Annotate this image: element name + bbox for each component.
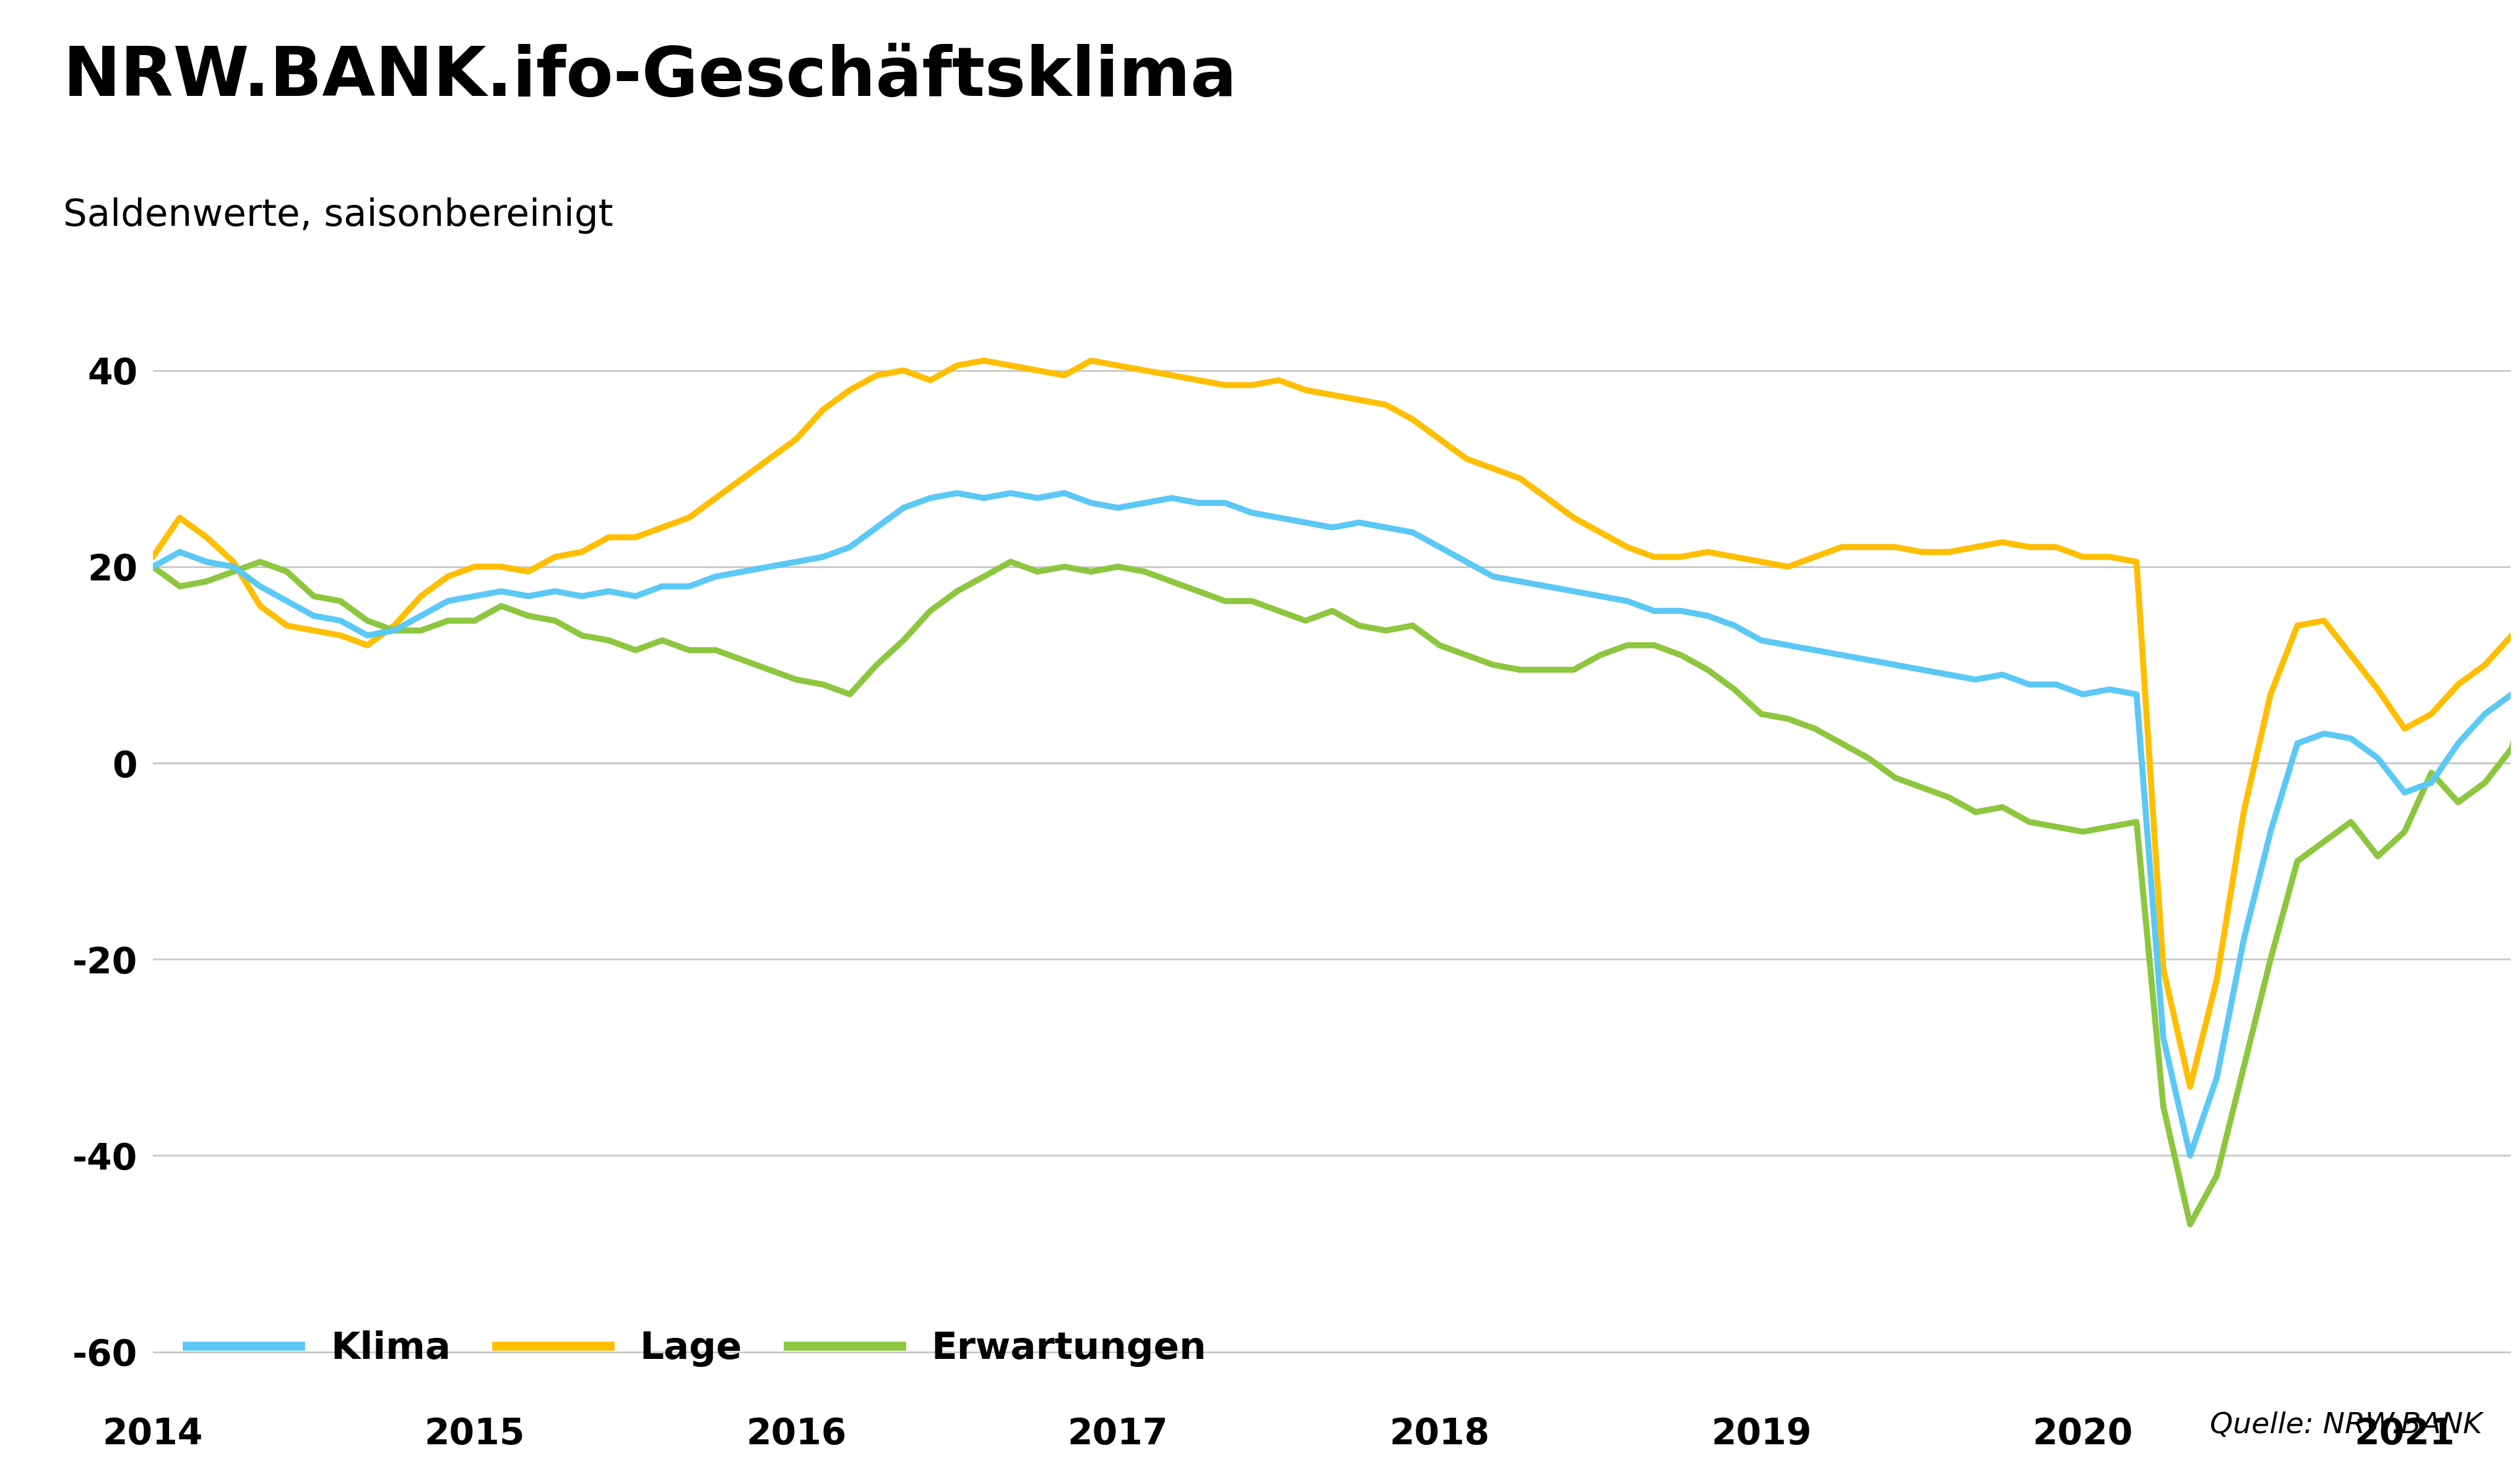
Text: Saldenwerte, saisonbereinigt: Saldenwerte, saisonbereinigt (63, 197, 612, 234)
Text: NRW.BANK.ifo-Geschäftsklima: NRW.BANK.ifo-Geschäftsklima (63, 44, 1237, 110)
Text: Quelle: NRW.BANK: Quelle: NRW.BANK (2210, 1411, 2482, 1439)
Legend: Klima, Lage, Erwartungen: Klima, Lage, Erwartungen (171, 1315, 1222, 1382)
